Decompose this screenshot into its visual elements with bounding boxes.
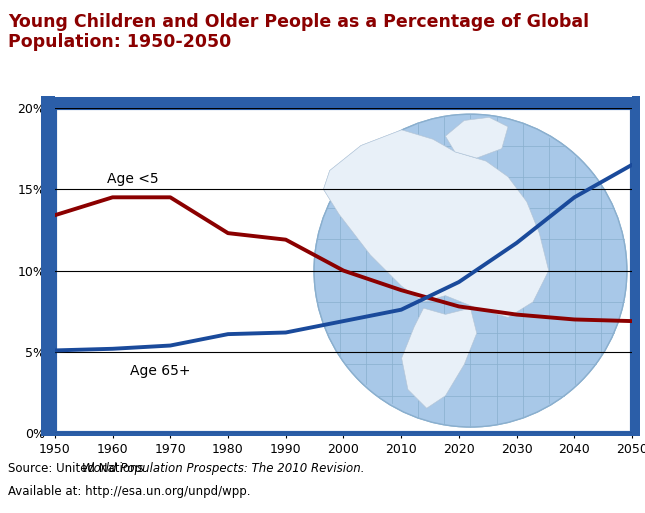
FancyBboxPatch shape (55, 108, 355, 433)
Text: World Population Prospects: The 2010 Revision.: World Population Prospects: The 2010 Rev… (82, 462, 364, 475)
Polygon shape (402, 308, 477, 408)
Text: Source: United Nations.: Source: United Nations. (8, 462, 151, 475)
Polygon shape (446, 117, 508, 158)
Text: Available at: http://esa.un.org/unpd/wpp.: Available at: http://esa.un.org/unpd/wpp… (8, 485, 250, 498)
Polygon shape (324, 130, 549, 318)
Text: Age <5: Age <5 (107, 172, 159, 186)
Text: Population: 1950-2050: Population: 1950-2050 (8, 33, 231, 51)
Polygon shape (324, 130, 549, 318)
Text: Young Children and Older People as a Percentage of Global: Young Children and Older People as a Per… (8, 13, 589, 31)
Polygon shape (446, 117, 508, 158)
Ellipse shape (314, 114, 627, 427)
Ellipse shape (314, 114, 627, 427)
Text: Age 65+: Age 65+ (130, 364, 190, 378)
Polygon shape (402, 308, 477, 408)
